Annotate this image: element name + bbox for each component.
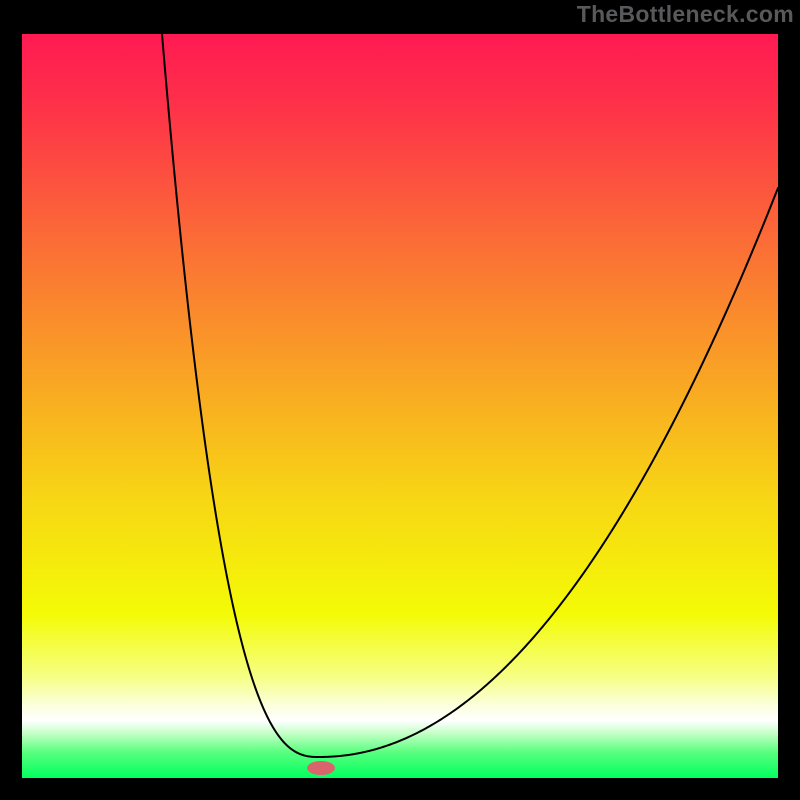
plot-area — [22, 34, 778, 778]
gradient-background — [22, 34, 778, 778]
chart-svg — [22, 34, 778, 778]
chart-frame: TheBottleneck.com — [0, 0, 800, 800]
watermark-text: TheBottleneck.com — [577, 1, 794, 28]
vertex-marker — [307, 761, 335, 775]
